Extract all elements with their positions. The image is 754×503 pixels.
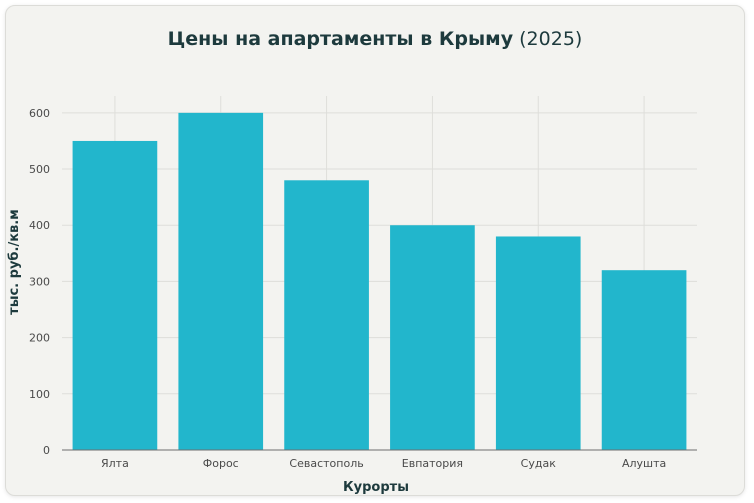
y-tick-label: 400 [29,219,50,232]
x-tick-label: Евпатория [402,457,463,470]
y-axis-title: тыс. руб./кв.м [7,209,22,315]
x-tick-label: Алушта [622,457,666,470]
bar [495,236,581,450]
bar [284,180,369,451]
bar [390,225,475,450]
chart-title-main: Цены на апартаменты в Крыму [167,28,514,50]
bar [178,112,264,450]
x-tick-label: Севастополь [289,457,363,470]
x-tick-label: Ялта [101,457,129,470]
x-tick-label: Форос [203,457,239,470]
bars [72,112,687,451]
bar [72,140,158,450]
x-axis-title: Курорты [343,480,409,495]
axes: 0 100 200 300 400 500 600 Ялта Форос Севастополь Е… [29,107,697,470]
y-tick-label: 100 [29,388,50,401]
y-tick-label: 600 [29,107,50,120]
chart-title-year: (2025) [519,28,583,50]
bar [601,270,687,450]
x-tick-label: Судак [521,457,557,470]
y-tick-label: 500 [29,163,50,176]
y-tick-label: 300 [29,275,50,288]
chart-card: Цены на апартаменты в Крыму (2025) 0 100 2… [5,5,745,496]
chart-title: Цены на апартаменты в Крыму (2025) [6,28,744,50]
y-tick-label: 200 [29,332,50,345]
y-tick-label: 0 [43,444,50,457]
bar-chart: 0 100 200 300 400 500 600 Ялта Форос Севастополь Е… [7,96,697,495]
